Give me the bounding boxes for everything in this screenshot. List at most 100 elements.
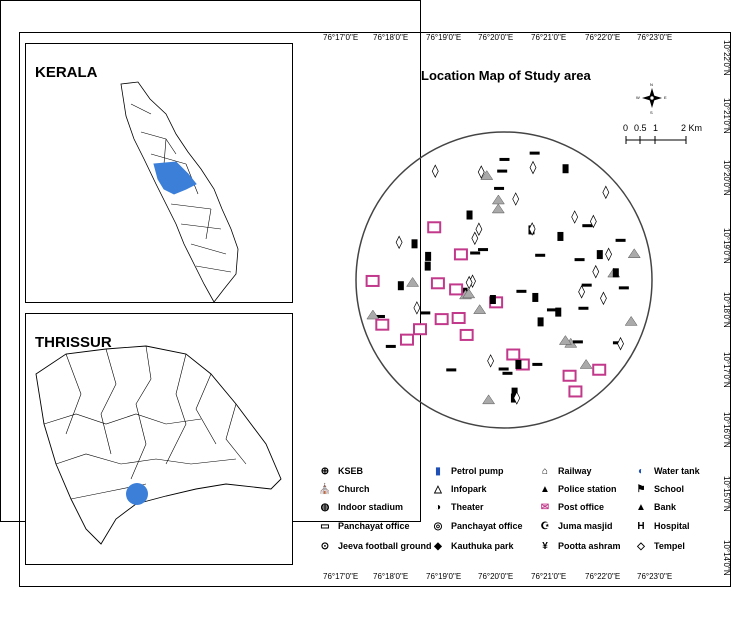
school-marker	[615, 238, 626, 242]
compass-e: E	[664, 95, 667, 100]
bank-marker	[491, 203, 505, 214]
post-office-marker	[459, 328, 474, 341]
school-marker	[532, 362, 543, 366]
legend-item: ▲ Bank	[634, 501, 676, 513]
school-marker	[618, 286, 629, 290]
bank-marker	[473, 304, 487, 314]
scale-bar	[625, 136, 687, 144]
school-marker	[499, 157, 510, 161]
church-marker	[489, 295, 496, 305]
legend-item: ⊙ Jeeva football ground	[318, 540, 432, 552]
legend-item: ▮ Petrol pump	[431, 465, 503, 477]
bottom-tick-label: 76°18'0"E	[373, 572, 409, 581]
temple-marker	[617, 336, 624, 351]
temple-icon: ◇	[637, 540, 645, 552]
kerala-map	[120, 81, 239, 303]
bottom-tick-label: 76°22'0"E	[585, 572, 621, 581]
panchayat-office-icon: ▭	[320, 520, 330, 532]
scale-label-0: 0	[623, 123, 629, 133]
post-office-marker	[375, 318, 390, 331]
church-marker	[425, 251, 432, 261]
post-office-marker	[427, 221, 442, 234]
legend-item: ¥ Pootta ashram	[538, 540, 621, 552]
school-marker	[535, 253, 546, 257]
post-office-marker	[562, 369, 577, 382]
top-tick-label: 76°22'0"E	[585, 33, 621, 42]
juma-masjid-icon: ☪	[540, 520, 550, 532]
football-ground-icon: ⊙	[320, 540, 330, 552]
school-icon: ⚑	[636, 483, 646, 495]
temple-marker	[487, 354, 495, 368]
compass-n: N	[650, 82, 653, 87]
church-marker	[555, 307, 562, 317]
legend-item: △ Infopark	[431, 483, 486, 495]
bottom-tick-label: 76°19'0"E	[426, 572, 462, 581]
top-tick-label: 76°20'0"E	[478, 33, 514, 42]
legend-item: ◐ Water tank	[634, 465, 700, 477]
petrol-pump-icon: ▮	[435, 465, 441, 477]
temple-marker	[512, 192, 520, 206]
school-marker	[420, 311, 431, 315]
post-office-marker	[568, 385, 583, 398]
church-marker	[466, 210, 473, 220]
railway-icon: ⌂	[541, 465, 549, 477]
bottom-tick-label: 76°21'0"E	[531, 572, 567, 581]
thrissur-inset-panel: THRISSUR	[25, 313, 293, 565]
legend-label: Railway	[558, 466, 592, 476]
north-arrow-icon	[642, 88, 662, 108]
bank-marker	[627, 248, 641, 259]
top-tick-label: 76°18'0"E	[373, 33, 409, 42]
church-marker	[411, 239, 418, 249]
legend-label: Kauthuka park	[451, 541, 514, 551]
temple-marker	[605, 247, 612, 262]
legend-label: Pootta ashram	[558, 541, 621, 551]
temple-marker	[528, 222, 536, 236]
kseb-icon: ⊕	[320, 465, 330, 477]
bottom-tick-label: 76°23'0"E	[637, 572, 673, 581]
temple-marker	[395, 235, 403, 250]
church-icon: ⛪	[318, 483, 332, 495]
ashram-icon: ¥	[542, 540, 548, 552]
post-office-icon: ✉	[540, 501, 550, 513]
legend-label: Panchayat office	[338, 521, 410, 531]
bank-marker	[482, 394, 496, 405]
scale-label-1: 1	[653, 123, 659, 133]
church-marker	[532, 292, 539, 302]
bank-marker	[491, 194, 505, 205]
school-marker	[494, 186, 505, 190]
church-marker	[515, 359, 522, 369]
bank-marker	[579, 359, 593, 369]
school-marker	[497, 169, 508, 173]
temple-marker	[529, 160, 537, 175]
legend-item: H Hospital	[634, 520, 689, 532]
legend-label: Water tank	[654, 466, 700, 476]
legend-label: Tempel	[654, 541, 685, 551]
school-marker	[374, 314, 385, 318]
bank-marker	[462, 288, 476, 299]
school-marker	[385, 344, 396, 348]
temple-marker	[589, 214, 597, 229]
legend-label: Church	[338, 484, 370, 494]
police-station-icon: ▲	[540, 483, 550, 495]
legend-label: Panchayat office	[451, 521, 523, 531]
infopark-icon: △	[434, 483, 442, 495]
thrissur-map	[35, 345, 282, 545]
panchayat-office-alt-icon: ◎	[433, 520, 443, 532]
church-marker	[397, 281, 404, 291]
indoor-stadium-icon: ◍	[320, 501, 330, 513]
bottom-tick-label: 76°20'0"E	[478, 572, 514, 581]
school-marker	[529, 151, 540, 155]
theater-icon: ◑	[434, 501, 442, 513]
legend-item: ◑ Theater	[431, 501, 484, 513]
legend-label: Post office	[558, 502, 605, 512]
church-marker	[596, 250, 603, 260]
legend-label: Indoor stadium	[338, 502, 403, 512]
legend-label: Theater	[451, 502, 484, 512]
top-tick-label: 76°19'0"E	[426, 33, 462, 42]
post-office-marker	[592, 363, 607, 376]
post-office-marker	[365, 274, 380, 287]
church-marker	[424, 261, 431, 271]
bank-marker	[480, 170, 494, 180]
legend-item: ⌂ Railway	[538, 465, 592, 477]
